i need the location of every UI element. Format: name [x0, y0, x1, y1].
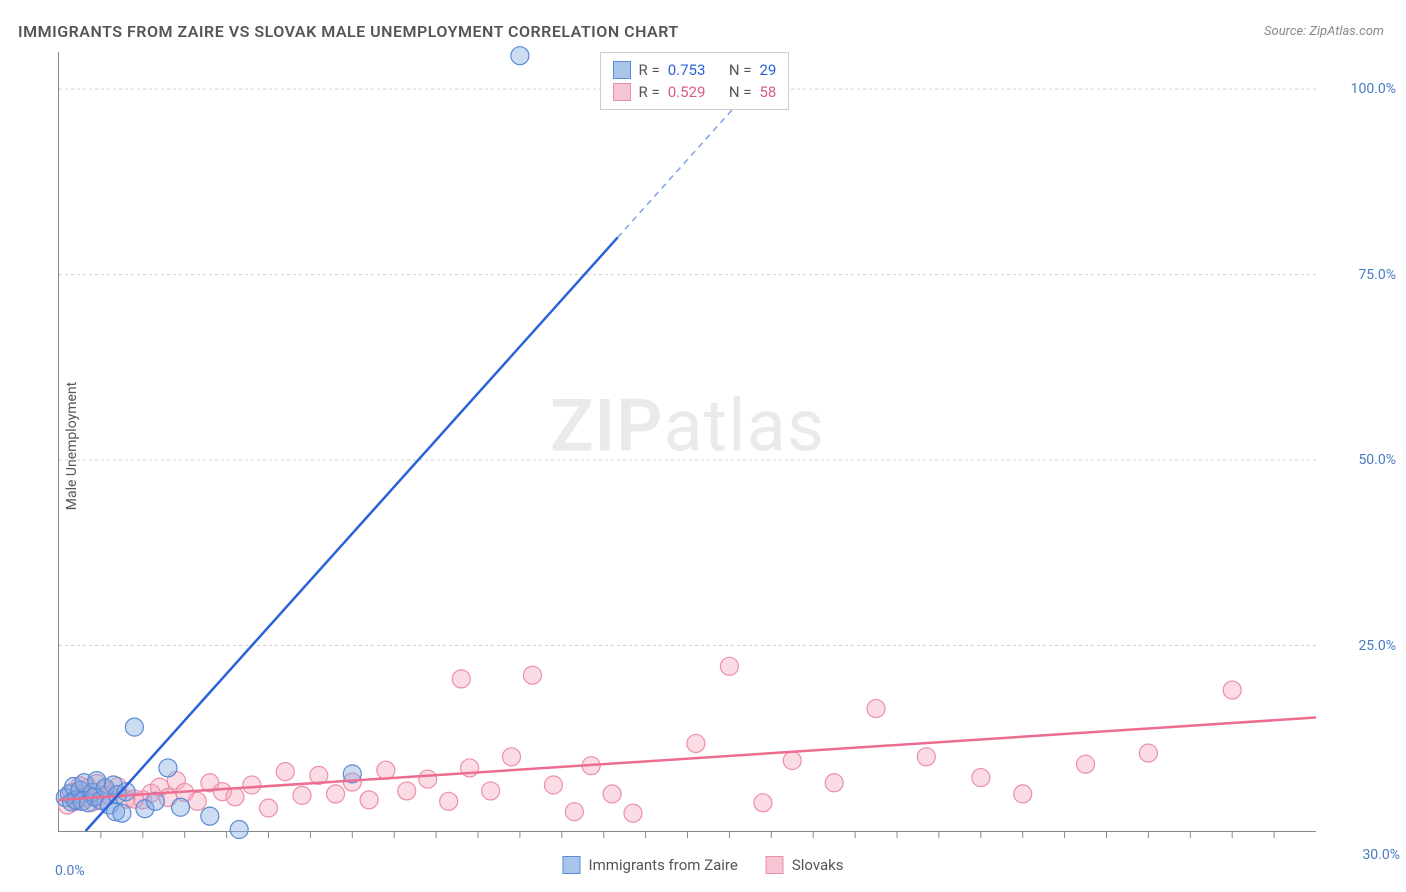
swatch-zaire — [613, 61, 631, 79]
chart-title: IMMIGRANTS FROM ZAIRE VS SLOVAK MALE UNE… — [18, 22, 679, 41]
x-tick-max: 30.0% — [1362, 847, 1400, 863]
stats-row-zaire: R = 0.753 N = 29 — [613, 59, 777, 81]
y-tick-label: 25.0% — [1326, 638, 1396, 654]
source-attribution: Source: ZipAtlas.com — [1264, 24, 1384, 39]
stats-row-slovaks: R = 0.529 N = 58 — [613, 81, 777, 103]
legend-swatch-zaire — [562, 856, 580, 874]
y-tick-label: 75.0% — [1326, 267, 1396, 283]
legend-swatch-slovaks — [766, 856, 784, 874]
plot-area: ZIPatlas R = 0.753 N = 29 R = 0.529 N = … — [58, 52, 1316, 832]
chart-svg — [59, 52, 1316, 831]
legend-item-slovaks: Slovaks — [766, 856, 844, 874]
stats-legend-box: R = 0.753 N = 29 R = 0.529 N = 58 — [600, 52, 790, 110]
legend-item-zaire: Immigrants from Zaire — [562, 856, 737, 874]
x-tick-min: 0.0% — [55, 863, 85, 879]
y-tick-label: 100.0% — [1326, 81, 1396, 97]
correlation-chart: IMMIGRANTS FROM ZAIRE VS SLOVAK MALE UNE… — [0, 0, 1406, 892]
swatch-slovaks — [613, 83, 631, 101]
y-tick-label: 50.0% — [1326, 452, 1396, 468]
bottom-legend: Immigrants from Zaire Slovaks — [562, 856, 843, 874]
